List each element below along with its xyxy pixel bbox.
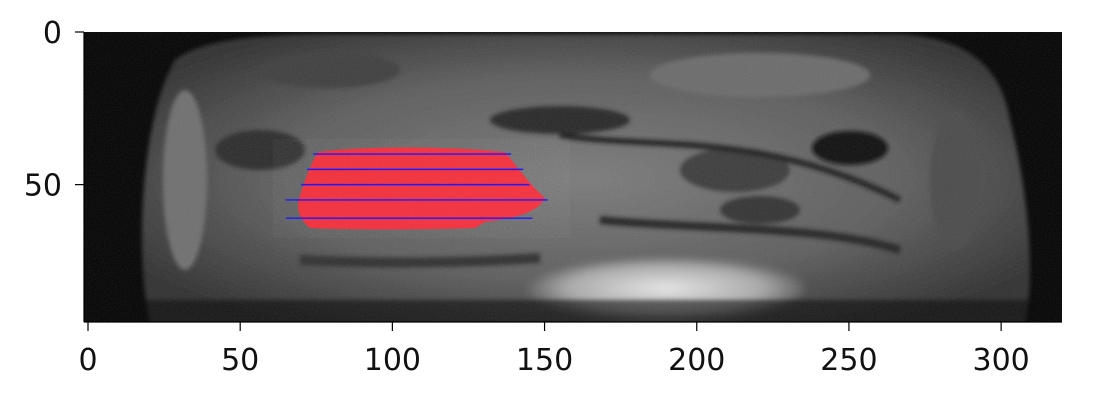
x-axis: 0 50 100 150 200 250 300 (78, 322, 1029, 378)
segmentation-mask-texture (298, 148, 545, 230)
x-tick-label: 50 (221, 343, 259, 378)
y-tick-label: 50 (24, 169, 62, 204)
x-tick-label: 250 (820, 343, 877, 378)
y-axis: 0 50 (24, 16, 84, 204)
x-tick-label: 300 (972, 343, 1029, 378)
x-tick-label: 100 (364, 343, 421, 378)
y-tick-label: 0 (43, 16, 62, 51)
x-tick-label: 0 (78, 343, 97, 378)
x-tick-label: 150 (516, 343, 573, 378)
mri-image (84, 32, 1062, 322)
x-tick-label: 200 (668, 343, 725, 378)
